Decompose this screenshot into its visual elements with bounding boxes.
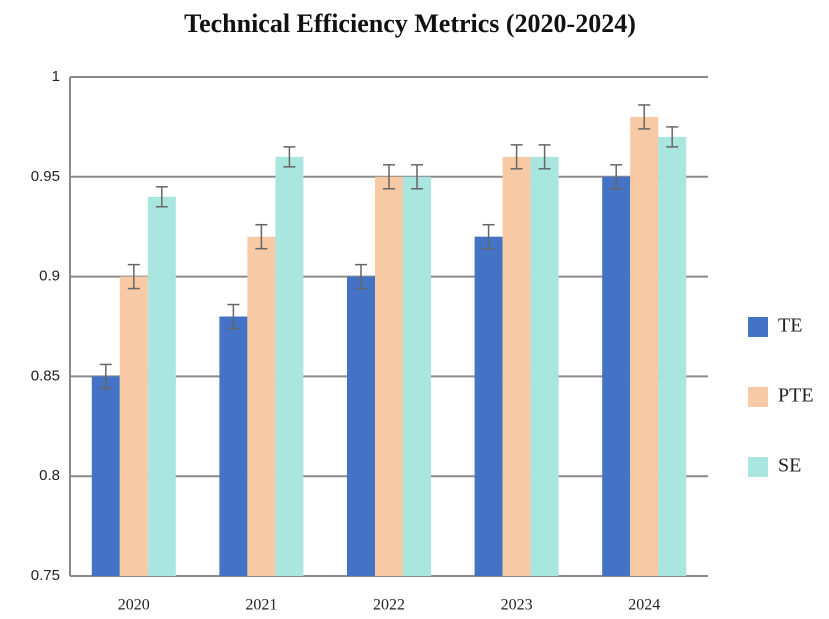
legend-swatch <box>748 457 768 477</box>
bar <box>474 236 503 576</box>
y-tick-label: 0.95 <box>31 168 60 185</box>
y-tick-label: 0.75 <box>31 567 60 584</box>
error-bar <box>610 164 623 190</box>
error-bar <box>638 104 651 130</box>
bar <box>602 176 631 577</box>
error-bar <box>99 363 112 390</box>
bar <box>91 376 120 576</box>
x-tick-label: 2024 <box>628 597 660 614</box>
bar <box>658 136 687 576</box>
error-bar <box>127 263 140 290</box>
error-bar <box>383 164 395 190</box>
error-bar <box>538 144 551 170</box>
legend-label: PTE <box>778 385 814 407</box>
error-bar <box>155 186 168 208</box>
error-bar <box>666 126 679 148</box>
bar <box>630 116 659 577</box>
bar <box>502 156 531 576</box>
error-bar <box>411 164 423 190</box>
y-tick-label: 0.85 <box>31 367 60 384</box>
y-tick-label: 0.8 <box>39 467 60 484</box>
error-bar <box>355 263 367 290</box>
x-tick-label: 2022 <box>373 597 405 614</box>
error-bar <box>482 223 495 250</box>
bar <box>403 176 431 577</box>
error-bar <box>283 146 296 168</box>
legend-label: TE <box>778 315 802 337</box>
error-bar <box>510 144 523 170</box>
error-bar <box>227 303 240 330</box>
bar <box>147 196 176 576</box>
bar <box>219 316 248 576</box>
legend-label: SE <box>778 455 801 477</box>
y-tick-label: 0.9 <box>39 268 60 285</box>
bar <box>375 176 403 577</box>
legend-swatch <box>748 317 768 337</box>
chart-title: Technical Efficiency Metrics (2020-2024) <box>184 9 636 38</box>
x-tick-label: 2020 <box>118 597 150 614</box>
bar <box>347 276 375 576</box>
error-bar <box>255 223 268 250</box>
y-tick-label: 1 <box>52 68 60 85</box>
legend-swatch <box>748 387 768 407</box>
bar <box>247 236 276 576</box>
bar <box>119 276 148 576</box>
x-tick-label: 2021 <box>245 597 277 614</box>
bar <box>530 156 559 576</box>
x-tick-label: 2023 <box>501 597 533 614</box>
bar <box>275 156 304 576</box>
